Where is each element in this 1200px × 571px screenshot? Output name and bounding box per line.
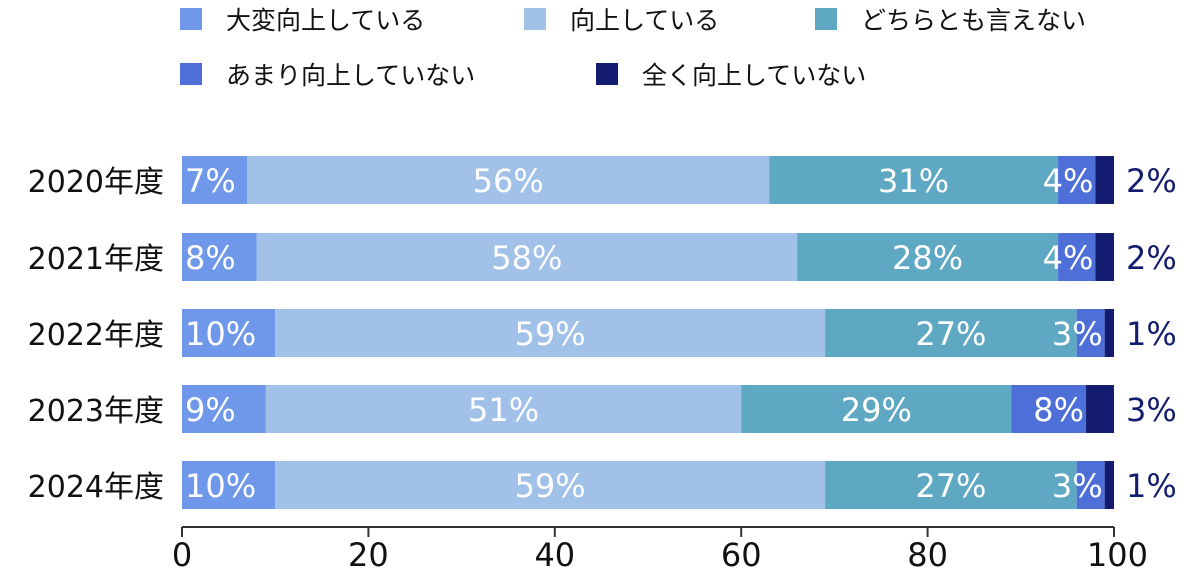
legend-label: 向上している [570, 6, 720, 35]
data-label: 2% [1126, 239, 1177, 277]
bar-segment [1095, 233, 1114, 281]
data-label: 27% [915, 467, 986, 505]
data-label: 3% [1052, 315, 1103, 353]
legend-item-very-improved: 大変向上している [180, 2, 425, 36]
legend-swatch [180, 8, 202, 30]
data-label: 1% [1126, 467, 1177, 505]
data-label: 9% [185, 391, 236, 429]
bar-segment [1104, 309, 1114, 357]
legend-label: あまり向上していない [226, 61, 476, 90]
legend: 大変向上している 向上している どちらとも言えない あまり向上していない 全く向… [0, 0, 1200, 110]
legend-item-not-improved-at-all: 全く向上していない [596, 57, 866, 91]
data-label: 3% [1052, 467, 1103, 505]
x-tick-label: 60 [721, 536, 762, 571]
bar-segment [256, 233, 798, 281]
x-tick-label: 40 [534, 536, 575, 571]
bar-segment [182, 385, 266, 433]
bar-segment [1076, 309, 1105, 357]
bar-segment [182, 309, 276, 357]
bar-segment [265, 385, 742, 433]
legend-swatch [524, 8, 546, 30]
legend-swatch [596, 63, 618, 85]
bar-segment [1104, 461, 1114, 509]
data-label: 4% [1043, 162, 1094, 200]
category-label: 2022年度 [28, 318, 164, 353]
legend-item-neutral: どちらとも言えない [815, 2, 1086, 36]
category-label: 2023年度 [28, 394, 164, 429]
x-tick-label: 20 [348, 536, 389, 571]
data-label: 29% [841, 391, 912, 429]
x-tick-label: 80 [907, 536, 948, 571]
data-label: 2% [1126, 162, 1177, 200]
data-label: 4% [1043, 239, 1094, 277]
bar-segment [1058, 233, 1096, 281]
bar-segment [769, 156, 1059, 204]
bar-segment [1095, 156, 1114, 204]
data-label: 27% [915, 315, 986, 353]
data-label: 3% [1126, 391, 1177, 429]
bar-segment [1011, 385, 1087, 433]
legend-item-improved: 向上している [524, 2, 719, 36]
bar-segment [247, 156, 770, 204]
bar-segment [825, 309, 1077, 357]
legend-swatch [815, 8, 837, 30]
bar-segment [182, 233, 257, 281]
data-label: 31% [878, 162, 949, 200]
data-label: 28% [892, 239, 963, 277]
bars-group: 2020年度 7% 56% 31% 4% 2% 2021年度 8% 58% 28% 4% 2% 2022… [28, 156, 1177, 509]
bar-segment [797, 233, 1059, 281]
bar-segment [741, 385, 1012, 433]
legend-label: 大変向上している [226, 6, 426, 35]
bar-segment [825, 461, 1077, 509]
data-label: 58% [491, 239, 562, 277]
x-tick-label: 0 [172, 536, 192, 571]
legend-swatch [180, 63, 202, 85]
data-label: 59% [515, 467, 586, 505]
bar-segment [182, 156, 248, 204]
x-axis: 0 20 40 60 80 100 [172, 526, 1148, 571]
data-label: 56% [473, 162, 544, 200]
data-label: 8% [185, 239, 236, 277]
category-label: 2021年度 [28, 242, 164, 277]
bar-segment [275, 461, 826, 509]
bar-segment [1076, 461, 1105, 509]
data-label: 8% [1033, 391, 1084, 429]
bar-segment [275, 309, 826, 357]
legend-label: 全く向上していない [642, 61, 867, 90]
category-label: 2020年度 [28, 165, 164, 200]
bar-segment [1058, 156, 1096, 204]
data-label: 59% [515, 315, 586, 353]
legend-label: どちらとも言えない [861, 6, 1087, 35]
bar-segment [182, 461, 276, 509]
data-label: 10% [185, 315, 256, 353]
data-label: 7% [185, 162, 236, 200]
x-tick-label: 100 [1087, 536, 1148, 571]
legend-item-not-much-improved: あまり向上していない [180, 57, 475, 91]
data-label: 10% [185, 467, 256, 505]
data-label: 51% [468, 391, 539, 429]
category-label: 2024年度 [28, 470, 164, 505]
bar-segment [1086, 385, 1114, 433]
data-label: 1% [1126, 315, 1177, 353]
